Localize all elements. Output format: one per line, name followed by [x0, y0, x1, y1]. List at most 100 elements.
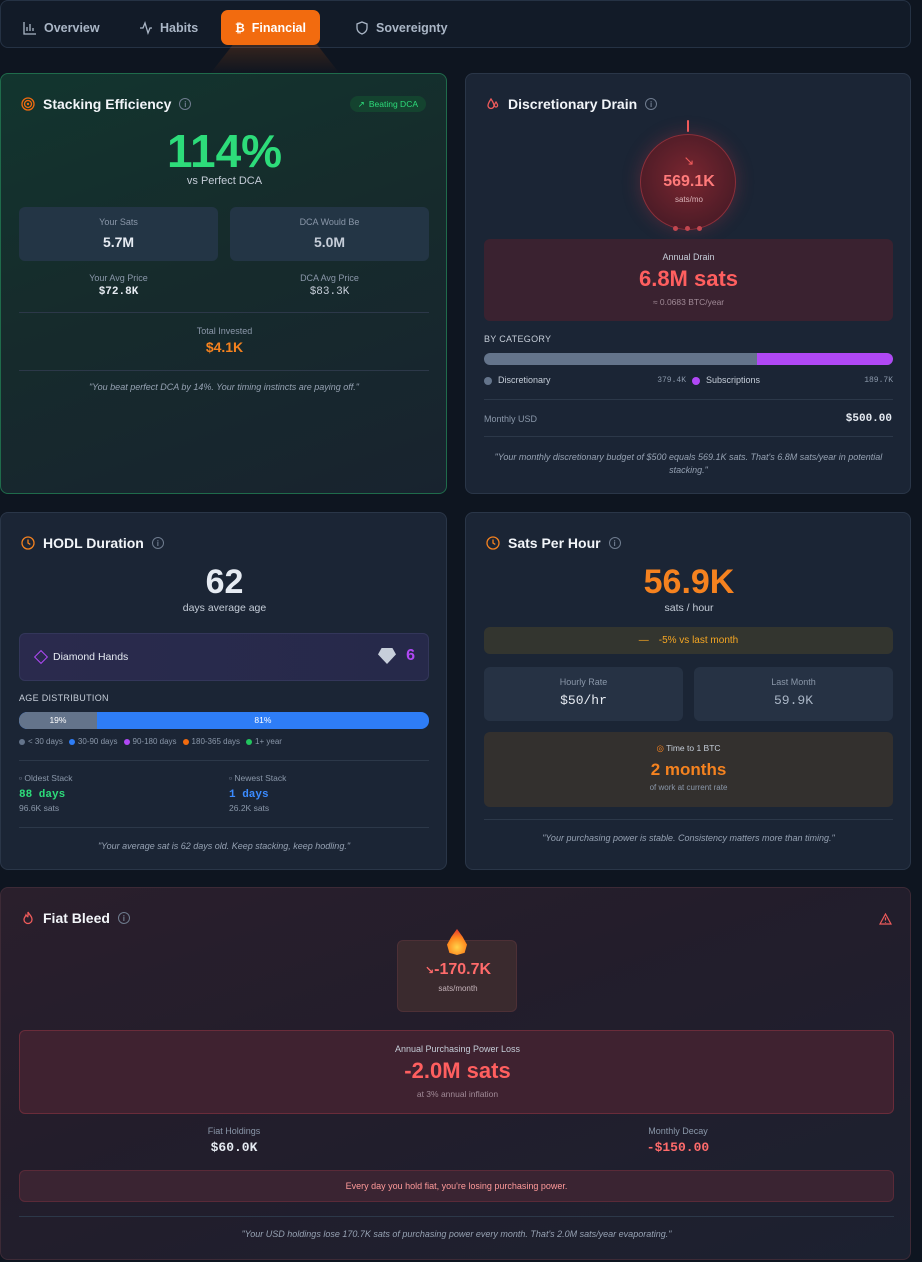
diamond-count: 6 — [406, 647, 415, 664]
divider — [19, 827, 429, 828]
tab-sovereignty-label: Sovereignty — [376, 20, 448, 35]
legend-item: < 30 days — [19, 737, 63, 746]
age-segment-label: 19% — [49, 715, 67, 725]
trending-down-icon: ↘ — [683, 153, 695, 168]
btc-label-row: ◎ Time to 1 BTC — [484, 743, 893, 754]
warning-banner: Every day you hold fiat, you're losing p… — [19, 1170, 894, 1202]
card-title: Sats Per Hour — [508, 535, 601, 551]
age-segment-label: 81% — [254, 715, 272, 725]
tab-bar: Overview Habits ₿ Financial Sovereignty — [0, 0, 911, 48]
btc-sub: of work at current rate — [649, 783, 728, 792]
insight-quote: "Your USD holdings lose 170.7K sats of p… — [241, 1229, 672, 1239]
legend-item: 180-365 days — [182, 737, 240, 746]
insight-quote: "Your purchasing power is stable. Consis… — [542, 833, 835, 843]
monthly-bleed-value: ↘-170.7K — [398, 961, 518, 979]
divider — [484, 819, 893, 820]
diamond-icon — [33, 649, 49, 665]
divider — [19, 312, 429, 313]
drain-monthly-value: 569.1K — [663, 173, 715, 190]
legend-dot — [19, 738, 25, 745]
stat-label: Your Sats — [99, 217, 138, 227]
stat-label: Last Month — [771, 677, 816, 687]
avg-price-label: Your Avg Price — [89, 273, 148, 283]
trend-box: — -5% vs last month — [484, 627, 893, 654]
divider — [19, 1216, 894, 1217]
divider — [19, 760, 429, 761]
dca-would-be-box: DCA Would Be 5.0M — [230, 207, 429, 261]
insight-quote: "Your average sat is 62 days old. Keep s… — [97, 841, 351, 851]
annual-loss-box: Annual Purchasing Power Loss -2.0M sats … — [19, 1030, 894, 1114]
drain-circle: ↘ 569.1K sats/mo — [640, 134, 736, 230]
btc-label: Time to 1 BTC — [666, 743, 721, 753]
legend-dot — [123, 738, 130, 745]
your-sats-box: Your Sats 5.7M — [19, 207, 218, 261]
annual-value: 6.8M sats — [638, 266, 739, 291]
tab-overview[interactable]: Overview — [23, 10, 100, 45]
card-header: Sats Per Hour i — [486, 535, 621, 551]
dca-avg-label: DCA Avg Price — [300, 273, 359, 283]
legend-item: 90-180 days — [123, 737, 177, 746]
monthly-usd-label: Monthly USD — [484, 414, 538, 424]
clock-icon — [486, 536, 500, 550]
drip-line — [687, 120, 689, 132]
btc-value: 2 months — [650, 760, 727, 779]
legend-dot — [68, 738, 75, 745]
legend-item: 1+ year — [246, 737, 282, 746]
bitcoin-icon: ₿ — [235, 20, 245, 35]
avg-age-days: 62 — [205, 563, 244, 601]
gem-icon — [378, 648, 396, 664]
tab-sovereignty[interactable]: Sovereignty — [355, 10, 448, 45]
avg-price-value: $72.8K — [98, 286, 139, 298]
annual-drain-box: Annual Drain 6.8M sats ≈ 0.0683 BTC/year — [484, 239, 893, 321]
tab-habits[interactable]: Habits — [139, 10, 198, 45]
holdings-label: Fiat Holdings — [207, 1126, 261, 1136]
invested-label: Total Invested — [196, 326, 253, 336]
legend-label: 90-180 days — [132, 737, 177, 746]
legend-value: 379.4K — [657, 376, 686, 385]
trending-down-icon: ↘ — [424, 965, 435, 977]
stacking-efficiency-card: Stacking Efficiency i ↗ Beating DCA 114%… — [0, 73, 447, 494]
hodl-duration-card: HODL Duration i 62 days average age Diam… — [0, 512, 447, 870]
info-icon[interactable]: i — [179, 98, 192, 110]
avg-age-label: days average age — [182, 602, 267, 614]
legend-label: 30-90 days — [77, 737, 118, 746]
oldest-label-text: Oldest Stack — [24, 773, 73, 783]
info-icon[interactable]: i — [645, 98, 658, 110]
tab-overview-label: Overview — [44, 20, 100, 35]
insight-quote: "Your monthly discretionary budget of $5… — [494, 452, 883, 475]
tab-financial[interactable]: ₿ Financial — [221, 10, 320, 45]
drip-dots — [673, 226, 702, 231]
discretionary-drain-card: Discretionary Drain i ↘ 569.1K sats/mo A… — [465, 73, 911, 494]
diamond-label: Diamond Hands — [53, 651, 129, 663]
info-icon[interactable]: i — [117, 912, 130, 924]
loss-value: -2.0M sats — [404, 1058, 511, 1083]
legend-item: 30-90 days — [68, 737, 118, 746]
minus-icon: — — [638, 635, 649, 646]
sats-per-hour-value: 56.9K — [643, 563, 735, 601]
clock-icon — [21, 536, 35, 550]
stat-label: Hourly Rate — [559, 677, 608, 687]
card-title: Discretionary Drain — [508, 96, 638, 112]
insight-quote: "You beat perfect DCA by 14%. Your timin… — [88, 382, 360, 392]
monthly-usd-value: $500.00 — [845, 413, 892, 425]
card-header: Fiat Bleed i — [21, 910, 130, 926]
efficiency-sub: vs Perfect DCA — [186, 175, 263, 187]
fiat-bleed-card: Fiat Bleed i ↘-170.7K sats/month Annual … — [0, 887, 911, 1260]
monthly-bleed-box: ↘-170.7K sats/month — [397, 929, 518, 1012]
info-icon[interactable]: i — [608, 537, 621, 549]
legend-dot — [484, 376, 492, 385]
sats-per-hour-unit: sats / hour — [664, 602, 714, 614]
fire-icon — [447, 929, 467, 955]
loss-label: Annual Purchasing Power Loss — [394, 1044, 521, 1054]
info-icon[interactable]: i — [151, 537, 164, 549]
flame-icon — [23, 911, 33, 925]
tab-habits-label: Habits — [160, 20, 199, 35]
time-to-btc-box: ◎ Time to 1 BTC 2 months of work at curr… — [484, 732, 893, 807]
droplets-icon — [487, 97, 499, 110]
target-icon: ◎ — [656, 743, 667, 753]
card-header: Discretionary Drain i — [486, 96, 658, 112]
trending-up-icon: ↗ — [357, 98, 365, 109]
legend-value: 189.7K — [864, 376, 893, 385]
divider — [484, 399, 893, 400]
diamond-hands-row: Diamond Hands 6 — [19, 633, 429, 681]
